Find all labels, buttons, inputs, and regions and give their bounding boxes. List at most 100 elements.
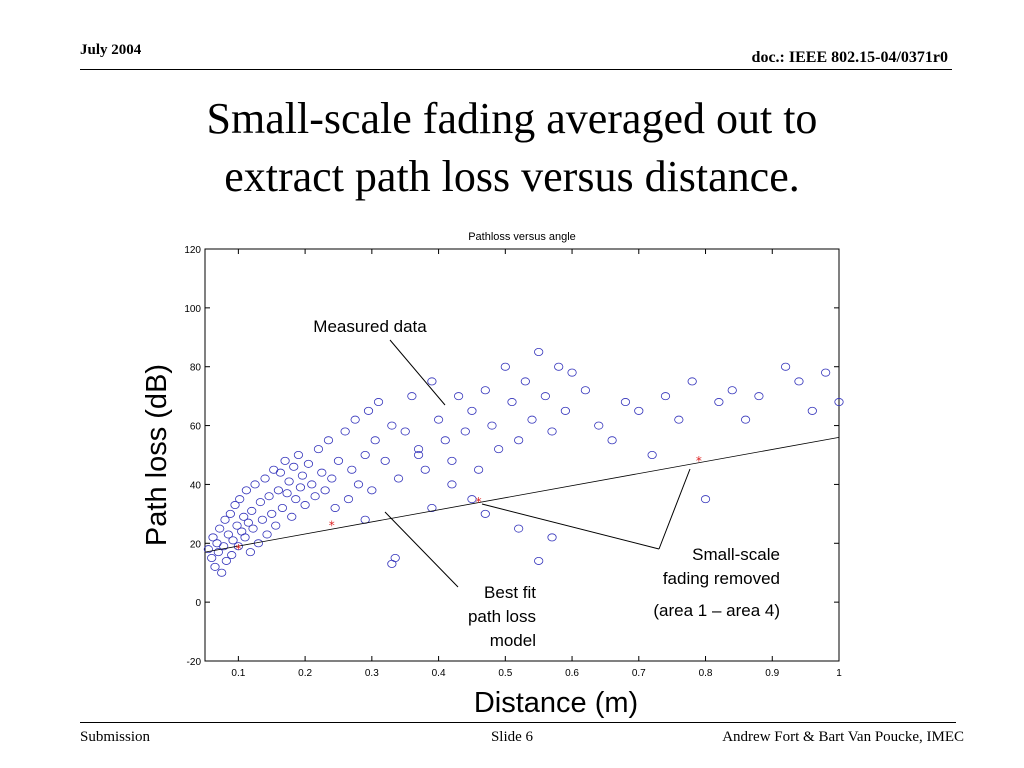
data-point (520, 377, 530, 386)
y-tick-label: 60 (190, 422, 202, 433)
data-point (534, 556, 544, 565)
y-tick-label: 20 (190, 539, 202, 550)
data-point (480, 386, 490, 395)
header-rule (80, 69, 952, 70)
data-point (280, 456, 290, 465)
fading-leader-1 (481, 503, 660, 550)
data-point (687, 377, 697, 386)
data-point (781, 362, 791, 371)
data-point (620, 398, 631, 407)
area-average-point: * (235, 542, 241, 556)
data-point (221, 556, 231, 565)
data-point (227, 551, 237, 560)
data-point (387, 559, 397, 568)
plot-frame (204, 248, 840, 662)
data-point (317, 468, 327, 477)
data-point (467, 495, 477, 504)
data-point (307, 480, 317, 489)
data-point (228, 536, 238, 545)
data-point (239, 512, 249, 521)
data-point (295, 483, 306, 492)
data-point (674, 415, 684, 424)
data-point (807, 406, 817, 415)
data-point (560, 406, 570, 415)
x-tick-label: 0.8 (699, 668, 713, 679)
data-point (607, 436, 617, 445)
x-tick-label: 0.7 (632, 668, 646, 679)
data-point (223, 530, 233, 539)
data-point (447, 480, 457, 489)
data-point (400, 427, 410, 436)
data-point (514, 524, 524, 533)
data-point (440, 436, 450, 445)
data-point (727, 386, 737, 395)
small-scale-label-2: fading removed (663, 569, 780, 588)
data-point (333, 456, 344, 465)
data-point (834, 398, 844, 407)
data-point (547, 533, 557, 542)
data-point (407, 392, 417, 401)
data-point (217, 568, 227, 577)
data-point (540, 392, 550, 401)
data-point (494, 445, 504, 454)
data-point (634, 406, 644, 415)
axis-ticks: 0.1 0.2 0.3 0.4 0.5 0.6 0.7 0.8 0.9 1 -20 0 20 40 60 80… (184, 245, 842, 679)
data-point (293, 450, 304, 459)
x-tick-label: 0.2 (298, 668, 312, 679)
data-point (327, 474, 337, 483)
x-tick-label: 0.6 (565, 668, 579, 679)
data-point (700, 495, 711, 504)
data-point (240, 533, 250, 542)
small-scale-label-1: Small-scale (692, 545, 780, 564)
best-fit-label-3: model (490, 631, 536, 650)
data-point (514, 436, 524, 445)
x-tick-label: 0.9 (765, 668, 779, 679)
bestfit-leader (384, 511, 459, 588)
footer-authors: Andrew Fort & Bart Van Poucke, IMEC (722, 729, 964, 745)
data-point (714, 398, 724, 407)
data-point (225, 509, 235, 518)
data-point (370, 436, 380, 445)
data-point (547, 427, 557, 436)
data-point (527, 415, 537, 424)
data-point (380, 456, 390, 465)
data-point (393, 474, 404, 483)
data-point (271, 521, 281, 530)
data-point (247, 506, 257, 515)
data-point (353, 480, 364, 489)
y-tick-label: -20 (187, 657, 202, 668)
data-point (232, 521, 242, 530)
y-tick-label: 40 (190, 480, 202, 491)
header-date: July 2004 (80, 42, 142, 58)
data-point (291, 495, 301, 504)
data-point (647, 450, 657, 459)
best-fit-label-2: path loss (468, 607, 536, 626)
data-point (297, 471, 308, 480)
y-tick-label: 0 (195, 598, 201, 609)
data-point (260, 474, 270, 483)
data-point (287, 512, 297, 521)
data-point (534, 347, 544, 356)
data-point (660, 392, 671, 401)
data-point (212, 539, 222, 548)
fit-line (204, 436, 840, 553)
data-point (427, 503, 437, 512)
data-point (420, 465, 430, 474)
data-point (220, 515, 230, 524)
chart-title: Pathloss versus angle (468, 231, 576, 243)
y-tick-label: 80 (190, 363, 202, 374)
data-point (310, 492, 320, 501)
data-point (453, 392, 464, 401)
x-tick-label: 0.5 (498, 668, 512, 679)
data-point (241, 486, 251, 495)
data-point (480, 509, 490, 518)
data-point (343, 495, 354, 504)
data-point (474, 465, 484, 474)
data-point (208, 533, 218, 542)
data-point (269, 465, 279, 474)
data-point (320, 486, 330, 495)
data-point (580, 386, 591, 395)
data-point (367, 486, 377, 495)
data-point (347, 465, 357, 474)
data-point (275, 468, 286, 477)
